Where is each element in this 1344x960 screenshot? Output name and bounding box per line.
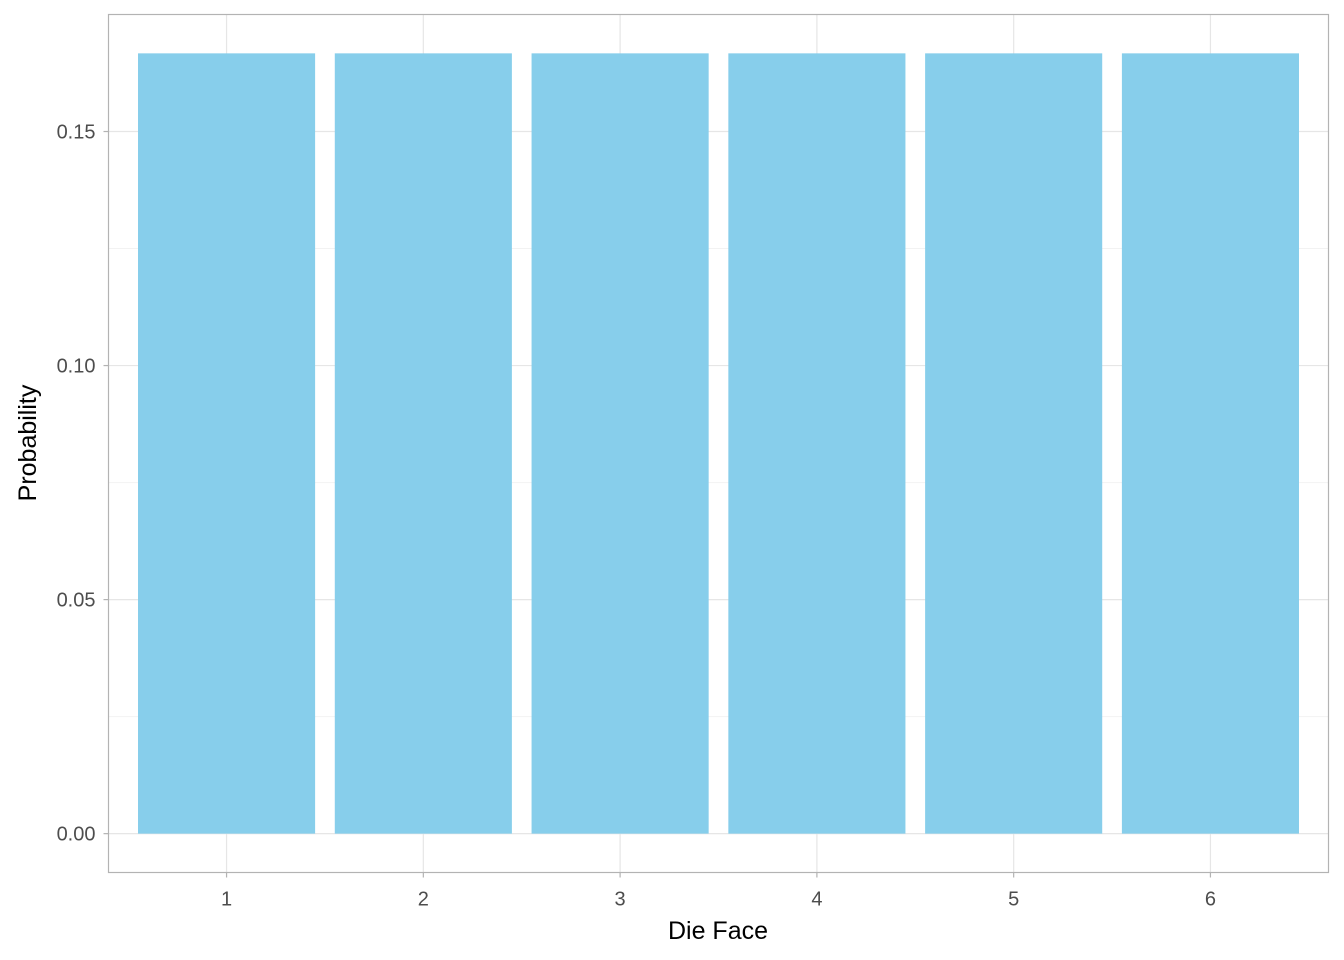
bar-2 xyxy=(334,53,512,834)
x-tick-label: 5 xyxy=(1008,889,1019,911)
y-axis-title: Probability xyxy=(14,384,42,501)
bar-6 xyxy=(1121,53,1299,834)
x-tick-label: 2 xyxy=(418,889,429,911)
x-tick-label: 1 xyxy=(221,889,232,911)
x-tick-label: 4 xyxy=(811,889,822,911)
y-tick-label: 0.15 xyxy=(57,122,96,144)
bar-4 xyxy=(728,53,906,834)
x-tick-label: 6 xyxy=(1205,889,1216,911)
bar-3 xyxy=(531,53,709,834)
panel-border xyxy=(107,13,1330,874)
y-axis-ticks: 0.00 0.05 0.10 0.15 xyxy=(57,122,109,846)
x-tick-label: 3 xyxy=(615,889,626,911)
bar-1 xyxy=(138,53,316,834)
bars xyxy=(138,53,1299,834)
y-tick-label: 0.00 xyxy=(57,824,96,846)
x-axis-title: Die Face xyxy=(668,917,768,945)
bar-5 xyxy=(925,53,1103,834)
y-tick-label: 0.05 xyxy=(57,590,96,612)
y-tick-label: 0.10 xyxy=(57,356,96,378)
x-axis-ticks: 1 2 3 4 5 6 xyxy=(221,872,1216,911)
